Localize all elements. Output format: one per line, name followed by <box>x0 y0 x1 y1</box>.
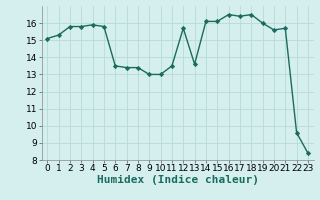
X-axis label: Humidex (Indice chaleur): Humidex (Indice chaleur) <box>97 175 259 185</box>
